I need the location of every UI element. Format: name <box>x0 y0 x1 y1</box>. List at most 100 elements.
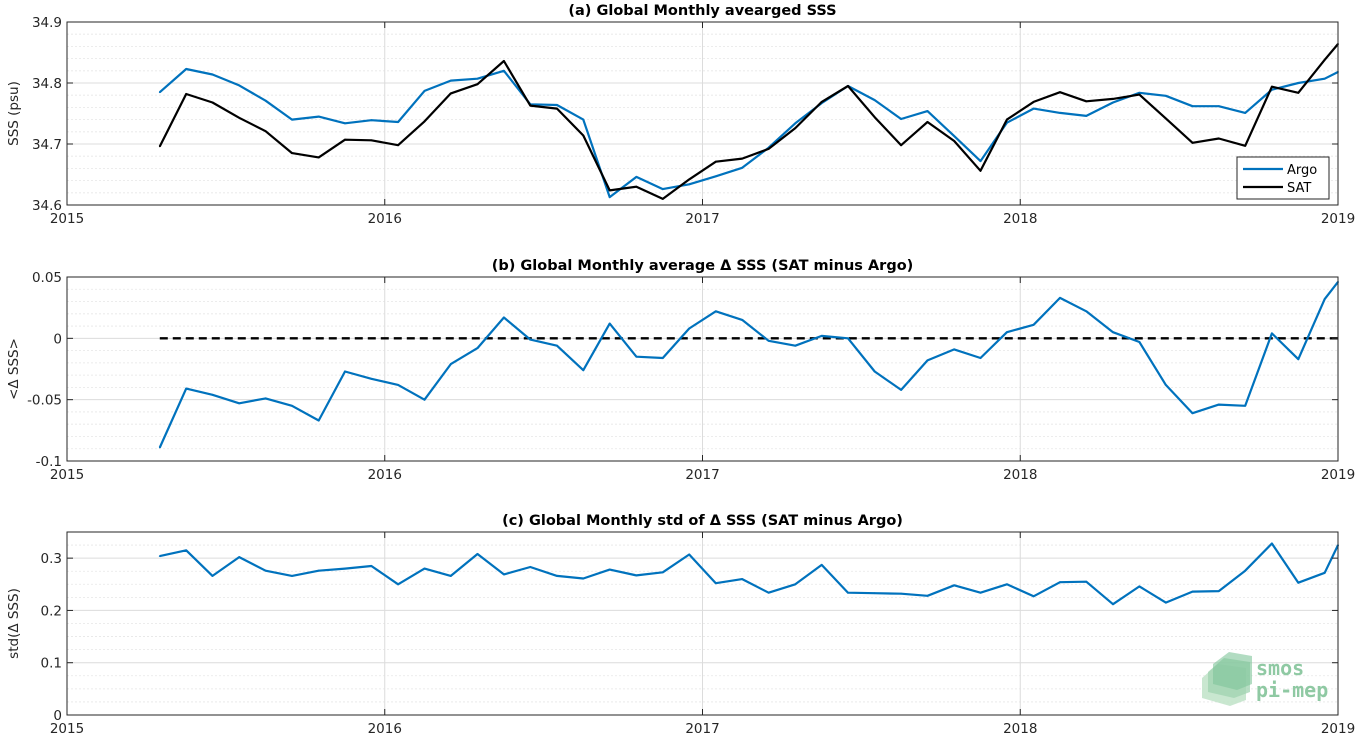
data-point <box>820 564 823 566</box>
data-point <box>1244 112 1247 114</box>
data-point <box>264 130 267 133</box>
data-point <box>211 575 214 577</box>
data-point <box>1006 583 1008 586</box>
data-point <box>264 397 267 400</box>
data-point <box>1191 105 1194 108</box>
logo-line-1: smos <box>1256 656 1304 680</box>
data-point <box>847 337 849 340</box>
data-point <box>291 575 293 577</box>
data-point <box>1191 412 1194 415</box>
data-point <box>1059 91 1061 94</box>
data-point <box>688 183 691 186</box>
data-point <box>344 138 346 141</box>
smos-pi-mep-logo: smos pi-mep <box>1202 652 1328 706</box>
data-point <box>1138 341 1141 343</box>
data-point <box>900 118 902 120</box>
data-point <box>608 196 611 199</box>
data-point <box>1032 101 1035 103</box>
data-point <box>1191 590 1194 593</box>
data-point <box>741 319 744 321</box>
data-point <box>1244 404 1247 407</box>
data-point <box>503 69 505 72</box>
data-point <box>397 583 399 586</box>
data-point <box>423 120 426 123</box>
data-point <box>688 327 691 330</box>
data-point <box>158 555 161 557</box>
y-tick-label: 34.7 <box>32 137 62 153</box>
data-point <box>794 127 797 129</box>
data-point <box>238 402 241 405</box>
data-point <box>264 99 267 102</box>
data-point <box>1059 112 1061 114</box>
data-point <box>661 357 664 359</box>
data-point <box>635 185 638 188</box>
data-point <box>1032 107 1035 110</box>
data-point <box>529 566 532 568</box>
data-point <box>741 578 744 580</box>
logo-mark-icon <box>1202 652 1252 706</box>
data-point <box>476 83 479 86</box>
data-point <box>556 107 558 110</box>
data-point <box>953 135 956 138</box>
data-point <box>317 115 320 118</box>
data-point <box>900 389 902 391</box>
data-point <box>1085 115 1088 117</box>
data-point <box>767 339 770 342</box>
data-point <box>661 571 664 574</box>
data-point <box>211 393 214 396</box>
data-point <box>1191 141 1194 144</box>
data-point <box>449 92 452 95</box>
x-tick-label: 2019 <box>1321 211 1355 227</box>
series-line <box>158 43 1339 200</box>
data-point <box>503 316 505 319</box>
x-tick-label: 2015 <box>50 467 84 483</box>
data-point <box>608 322 611 325</box>
y-tick-label: 0.2 <box>41 603 62 619</box>
data-point <box>741 157 744 160</box>
data-point <box>1006 331 1008 334</box>
data-point <box>714 160 717 163</box>
data-point <box>767 148 770 150</box>
data-point <box>211 73 214 76</box>
data-point <box>582 118 585 121</box>
x-tick-label: 2018 <box>1003 211 1037 227</box>
data-point <box>158 91 161 94</box>
data-point <box>979 591 982 594</box>
data-point <box>926 359 929 362</box>
x-tick-label: 2018 <box>1003 721 1037 737</box>
data-point <box>767 591 770 594</box>
data-point <box>714 582 717 585</box>
data-point <box>291 152 293 155</box>
logo-line-2: pi-mep <box>1256 678 1328 702</box>
data-point <box>847 85 849 87</box>
data-point <box>873 592 876 595</box>
data-point <box>953 140 956 142</box>
data-point <box>370 139 373 142</box>
data-point <box>370 119 373 122</box>
data-point <box>582 134 585 137</box>
data-point <box>185 549 188 552</box>
data-point <box>873 99 876 101</box>
series-line <box>158 281 1339 448</box>
data-point <box>1271 332 1273 335</box>
data-point <box>1059 581 1061 584</box>
data-point <box>1323 77 1326 80</box>
data-point <box>1297 91 1300 94</box>
data-point <box>1006 118 1008 121</box>
legend-box <box>1236 156 1330 200</box>
panel-c-std-delta-sss: 2015 2016 2017 2018 2019 0 0.1 0.2 0.3 (c) Global… <box>6 513 1355 737</box>
series-line <box>159 67 1339 199</box>
data-point <box>688 553 691 556</box>
legend-label-argo: Argo <box>1287 163 1317 178</box>
data-point <box>397 384 399 386</box>
series-delta <box>158 542 1339 606</box>
data-point <box>1059 297 1061 299</box>
data-point <box>820 335 823 337</box>
data-point <box>794 122 797 125</box>
panel-a-sss: 2015 2016 2017 2018 2019 34.6 34.7 34.8 34.9 (a) … <box>6 3 1355 227</box>
x-tick-label: 2017 <box>685 721 719 737</box>
data-point <box>1085 100 1088 103</box>
data-point <box>1112 101 1114 104</box>
data-point <box>397 121 399 123</box>
